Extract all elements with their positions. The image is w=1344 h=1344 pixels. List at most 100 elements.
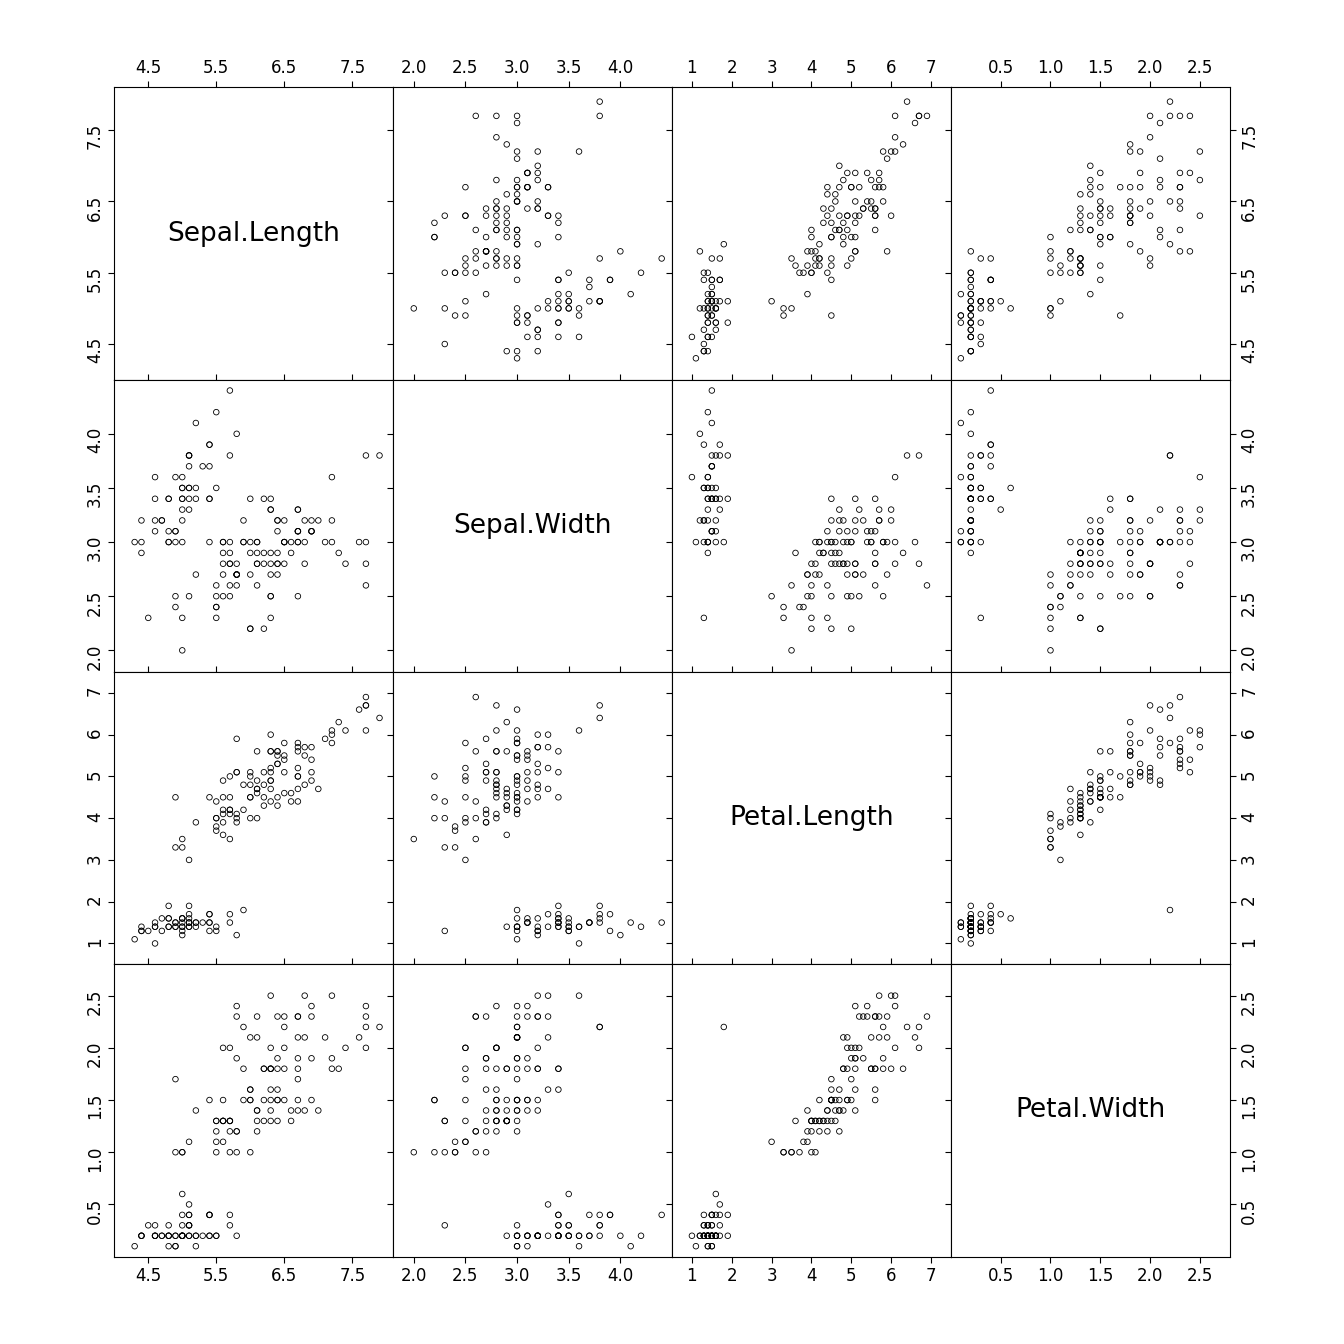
Point — [212, 542, 234, 563]
Point — [589, 907, 610, 929]
Point — [1129, 564, 1150, 586]
Point — [773, 1141, 794, 1163]
Point — [233, 531, 254, 552]
Point — [718, 488, 739, 509]
Point — [454, 1068, 476, 1090]
Point — [761, 1132, 782, 1153]
Point — [485, 786, 507, 808]
Point — [253, 774, 274, 796]
Point — [620, 1235, 641, 1257]
Point — [844, 241, 866, 262]
Point — [1040, 836, 1062, 859]
Point — [1169, 499, 1191, 520]
Point — [233, 774, 254, 796]
Point — [259, 985, 281, 1007]
Point — [1099, 499, 1121, 520]
Point — [294, 745, 316, 766]
Point — [516, 778, 538, 800]
Point — [864, 219, 886, 241]
Point — [1120, 198, 1141, 219]
Point — [801, 1110, 823, 1132]
Point — [496, 824, 517, 845]
Point — [266, 794, 288, 816]
Point — [547, 917, 569, 938]
Point — [960, 531, 981, 552]
Point — [516, 1005, 538, 1027]
Point — [1109, 176, 1130, 198]
Point — [960, 520, 981, 542]
Point — [980, 907, 1001, 929]
Point — [689, 297, 711, 319]
Point — [702, 1224, 723, 1246]
Point — [434, 1110, 456, 1132]
Point — [620, 911, 641, 933]
Point — [828, 219, 849, 241]
Point — [960, 297, 981, 319]
Point — [199, 531, 220, 552]
Point — [860, 198, 882, 219]
Point — [308, 778, 329, 800]
Point — [694, 333, 715, 355]
Point — [206, 402, 227, 423]
Point — [328, 542, 349, 563]
Point — [507, 720, 528, 742]
Point — [485, 255, 507, 277]
Point — [476, 241, 497, 262]
Point — [496, 800, 517, 821]
Point — [1090, 520, 1111, 542]
Point — [1000, 477, 1021, 499]
Point — [836, 204, 857, 226]
Point — [1149, 531, 1171, 552]
Point — [507, 1047, 528, 1068]
Point — [226, 564, 247, 586]
Point — [547, 327, 569, 348]
Point — [702, 488, 723, 509]
Point — [507, 1099, 528, 1121]
Point — [288, 520, 309, 542]
Point — [301, 520, 323, 542]
Point — [527, 985, 548, 1007]
Point — [1050, 812, 1071, 833]
Point — [805, 1141, 827, 1163]
Point — [1179, 552, 1200, 574]
Point — [335, 720, 356, 742]
Point — [179, 445, 200, 466]
Point — [507, 255, 528, 277]
Point — [917, 575, 938, 597]
Point — [1169, 749, 1191, 770]
Point — [328, 711, 349, 732]
Point — [538, 290, 559, 312]
Point — [507, 929, 528, 950]
Point — [1079, 284, 1101, 305]
Point — [950, 531, 972, 552]
Point — [507, 1027, 528, 1048]
Point — [817, 531, 839, 552]
Point — [527, 169, 548, 191]
Point — [817, 262, 839, 284]
Point — [569, 985, 590, 1007]
Text: Petal.Width: Petal.Width — [1015, 1098, 1165, 1124]
Point — [259, 757, 281, 778]
Point — [702, 1235, 723, 1257]
Point — [868, 499, 890, 520]
Point — [348, 699, 370, 720]
Point — [821, 509, 843, 531]
Point — [558, 917, 579, 938]
Point — [718, 290, 739, 312]
Point — [960, 297, 981, 319]
Point — [1040, 564, 1062, 586]
Point — [698, 297, 719, 319]
Point — [259, 542, 281, 563]
Point — [805, 531, 827, 552]
Point — [527, 917, 548, 938]
Point — [226, 812, 247, 833]
Point — [836, 1089, 857, 1110]
Point — [179, 911, 200, 933]
Point — [1169, 753, 1191, 774]
Point — [1189, 169, 1211, 191]
Point — [465, 1141, 487, 1163]
Point — [288, 732, 309, 754]
Point — [821, 531, 843, 552]
Point — [960, 911, 981, 933]
Point — [821, 1079, 843, 1101]
